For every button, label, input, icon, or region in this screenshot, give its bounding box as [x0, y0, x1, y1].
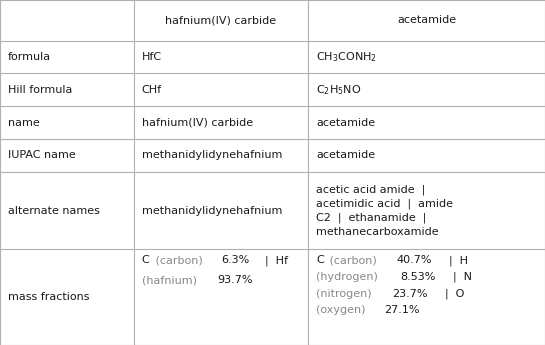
Text: acetic acid amide  |
acetimidic acid  |  amide
C2  |  ethanamide  |
methanecarbo: acetic acid amide | acetimidic acid | am… [316, 185, 453, 237]
Text: |  O: | O [438, 288, 464, 299]
Text: acetamide: acetamide [397, 16, 456, 25]
Text: (carbon): (carbon) [152, 256, 206, 265]
Text: CHf: CHf [142, 85, 162, 95]
Text: acetamide: acetamide [316, 118, 375, 128]
Text: C: C [142, 256, 149, 265]
Text: (nitrogen): (nitrogen) [316, 289, 375, 298]
Text: Hill formula: Hill formula [8, 85, 72, 95]
Text: (hydrogen): (hydrogen) [316, 272, 381, 282]
Text: 23.7%: 23.7% [392, 289, 428, 298]
Text: mass fractions: mass fractions [8, 292, 90, 302]
Text: 93.7%: 93.7% [217, 276, 253, 285]
Text: acetamide: acetamide [316, 150, 375, 160]
Text: methanidylidynehafnium: methanidylidynehafnium [142, 150, 282, 160]
Text: $\mathregular{CH_3CONH_2}$: $\mathregular{CH_3CONH_2}$ [316, 50, 377, 64]
Text: (carbon): (carbon) [326, 256, 380, 265]
Text: 8.53%: 8.53% [401, 272, 436, 282]
Text: |  N: | N [446, 272, 472, 282]
Text: alternate names: alternate names [8, 206, 100, 216]
Text: 40.7%: 40.7% [396, 256, 432, 265]
Text: (hafnium): (hafnium) [142, 276, 200, 285]
Text: name: name [8, 118, 40, 128]
Text: formula: formula [8, 52, 51, 62]
Text: methanidylidynehafnium: methanidylidynehafnium [142, 206, 282, 216]
Text: hafnium(IV) carbide: hafnium(IV) carbide [165, 16, 276, 25]
Text: (oxygen): (oxygen) [316, 305, 369, 315]
Text: IUPAC name: IUPAC name [8, 150, 76, 160]
Text: 6.3%: 6.3% [222, 256, 250, 265]
Text: hafnium(IV) carbide: hafnium(IV) carbide [142, 118, 253, 128]
Text: C: C [316, 256, 324, 265]
Text: HfC: HfC [142, 52, 162, 62]
Text: $\mathregular{C_2H_5NO}$: $\mathregular{C_2H_5NO}$ [316, 83, 361, 97]
Text: |  Hf: | Hf [258, 255, 288, 266]
Text: |  H: | H [442, 255, 468, 266]
Text: 27.1%: 27.1% [384, 305, 420, 315]
